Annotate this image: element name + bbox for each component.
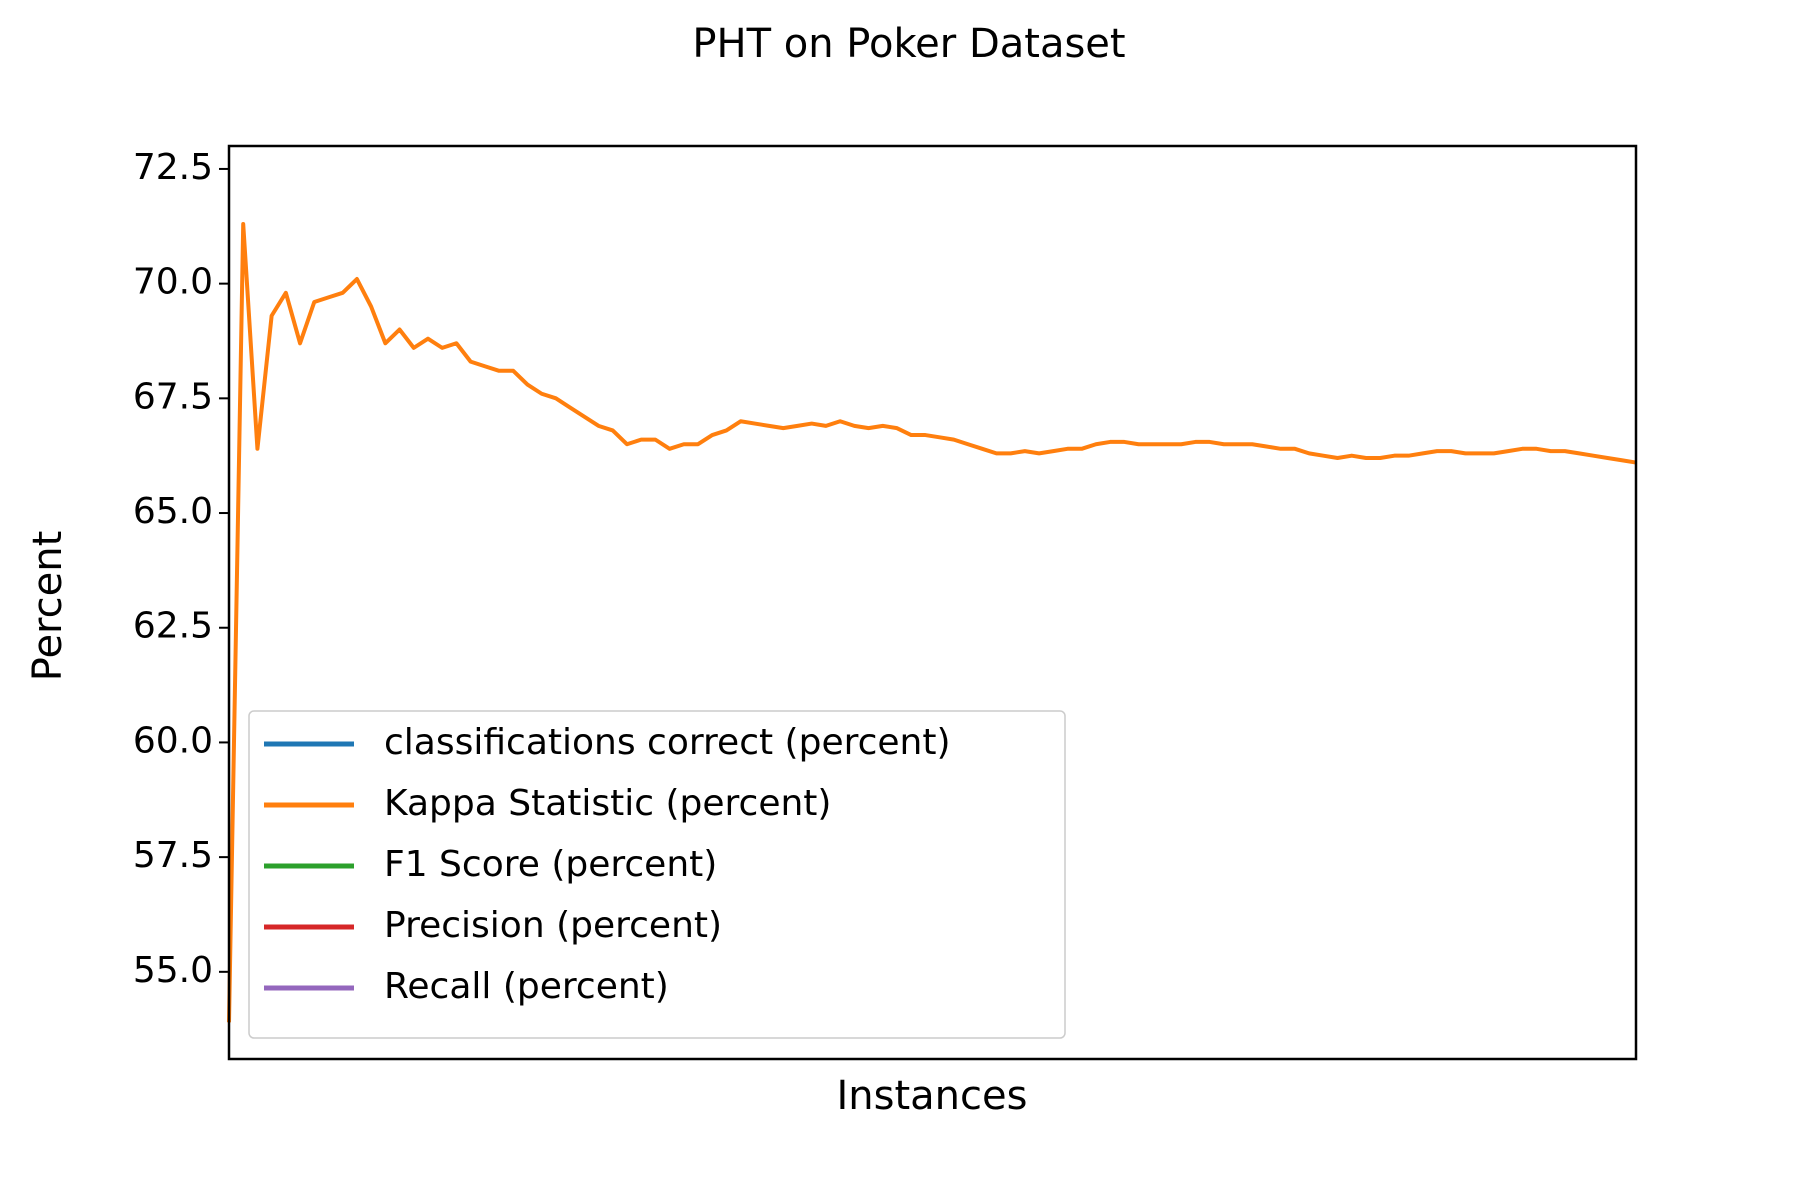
y-tick-label: 60.0 [133,720,213,761]
legend-label: Recall (percent) [384,966,669,1007]
plot-frame [227,144,1638,1061]
y-tick-label: 57.5 [133,835,213,876]
y-tick-label: 67.5 [133,376,213,417]
legend-label: F1 Score (percent) [384,844,717,885]
legend-box [248,710,1066,1039]
y-tick-label: 65.0 [133,491,213,532]
legend-label: Precision (percent) [384,905,722,946]
y-tick-label: 55.0 [133,950,213,991]
chart-title: PHT on Poker Dataset [692,21,1125,67]
y-axis-label: Percent [25,531,71,682]
y-tick-label: 62.5 [133,606,213,647]
y-tick-label: 70.0 [133,262,213,303]
legend-label: Kappa Statistic (percent) [384,783,831,824]
legend-label: classifications correct (percent) [384,722,951,763]
y-tick-label: 72.5 [133,147,213,188]
x-axis-label: Instances [837,1073,1028,1119]
series-line [227,221,1637,1023]
